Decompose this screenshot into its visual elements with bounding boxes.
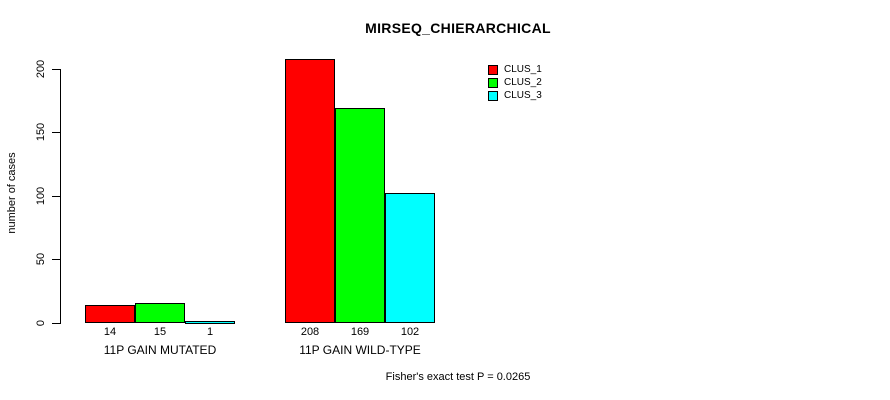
category-label: 11P GAIN MUTATED [103, 343, 217, 357]
legend-label: CLUS_1 [504, 64, 542, 75]
y-tick-mark [52, 69, 60, 70]
legend-color-swatch [488, 90, 498, 101]
y-axis-line [60, 69, 61, 324]
bar-value-label: 208 [300, 326, 320, 338]
bar-clus_3-group1 [185, 320, 235, 324]
y-tick-label: 100 [35, 186, 47, 205]
legend-item-clus_1: CLUS_1 [488, 63, 542, 76]
bar-clus_2-group1 [135, 303, 185, 324]
chart-title: MIRSEQ_CHIERARCHICAL [365, 20, 551, 36]
category-label: 11P GAIN WILD-TYPE [299, 343, 421, 357]
bar-clus_1-group1 [85, 304, 135, 324]
legend-item-clus_2: CLUS_2 [488, 76, 542, 89]
legend-color-swatch [488, 77, 498, 88]
y-axis-label: number of cases [6, 152, 18, 234]
y-tick-mark [52, 322, 60, 324]
bar-value-label: 14 [103, 326, 117, 338]
bar-value-label: 102 [400, 326, 420, 338]
bar-clus_1-group2 [285, 58, 335, 324]
bar-value-label: 169 [350, 326, 370, 338]
y-tick-label: 200 [35, 59, 47, 79]
y-tick-mark [52, 132, 60, 134]
legend-color-swatch [488, 64, 498, 75]
y-tick-mark [52, 259, 60, 261]
bar-clus_3-group2 [385, 193, 435, 324]
y-tick-label: 0 [35, 319, 47, 326]
legend-item-clus_3: CLUS_3 [488, 89, 542, 102]
footer-annotation: Fisher's exact test P = 0.0265 [385, 371, 531, 383]
legend: CLUS_1 CLUS_2 CLUS_3 [488, 63, 542, 102]
y-tick-label: 50 [35, 253, 47, 266]
y-tick-mark [52, 195, 60, 197]
bar-value-label: 15 [153, 326, 167, 338]
bar-clus_2-group2 [335, 108, 385, 324]
bar-value-label: 1 [206, 326, 214, 338]
y-tick-label: 150 [35, 123, 47, 142]
legend-label: CLUS_3 [504, 90, 542, 101]
legend-label: CLUS_2 [504, 77, 542, 88]
